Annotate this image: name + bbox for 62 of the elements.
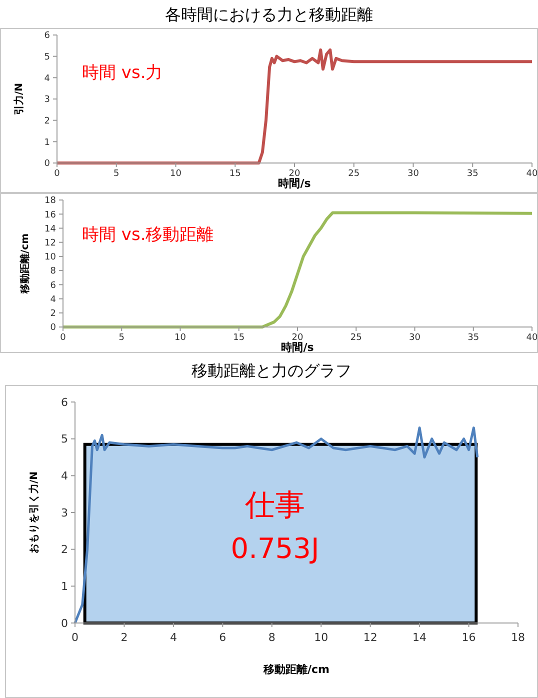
x-tick-label: 40 — [526, 333, 538, 343]
x-axis-title: 移動距離/cm — [262, 663, 330, 676]
y-tick-label: 6 — [50, 280, 56, 291]
x-tick-label: 10 — [174, 333, 186, 343]
y-tick-label: 2 — [50, 309, 56, 320]
y-axis-title: おもりを引く力/N — [28, 471, 40, 554]
y-tick-label: 0 — [50, 323, 56, 334]
y-tick-label: 8 — [50, 266, 56, 277]
annotation: 0.753J — [230, 532, 320, 565]
x-axis-title: 時間/s — [281, 341, 314, 354]
y-tick-label: 18 — [44, 196, 56, 206]
x-tick-label: 2 — [120, 631, 128, 644]
x-tick-label: 0 — [72, 631, 78, 644]
x-tick-label: 35 — [468, 333, 480, 343]
x-tick-label: 4 — [170, 631, 177, 644]
x-tick-label: 25 — [350, 333, 362, 343]
y-tick-label: 2 — [44, 116, 50, 126]
x-tick-label: 5 — [114, 169, 120, 179]
y-tick-label: 1 — [44, 138, 50, 148]
x-axis-title: 時間/s — [278, 177, 312, 190]
x-tick-label: 25 — [348, 169, 360, 179]
x-tick-label: 16 — [462, 631, 476, 644]
x-tick-label: 8 — [268, 631, 276, 644]
x-tick-label: 15 — [229, 169, 241, 179]
y-tick-label: 6 — [61, 396, 68, 409]
x-tick-label: 6 — [219, 631, 226, 644]
y-tick-label: 12 — [44, 238, 56, 248]
y-tick-label: 0 — [44, 159, 50, 170]
x-tick-label: 20 — [288, 169, 300, 179]
y-tick-label: 14 — [44, 224, 56, 234]
y-tick-label: 0 — [61, 616, 68, 630]
x-tick-label: 10 — [314, 631, 328, 644]
y-tick-label: 3 — [44, 95, 50, 106]
y-tick-label: 1 — [61, 580, 68, 594]
x-tick-label: 10 — [170, 169, 182, 179]
y-tick-label: 2 — [61, 543, 68, 556]
x-tick-label: 18 — [511, 631, 525, 644]
annotation: 時間 vs.力 — [82, 63, 163, 83]
annotation: 時間 vs.移動距離 — [82, 225, 214, 245]
y-tick-label: 4 — [61, 470, 68, 483]
x-tick-label: 14 — [412, 631, 427, 644]
x-tick-label: 15 — [233, 333, 245, 343]
y-tick-label: 16 — [44, 210, 56, 220]
x-tick-label: 30 — [409, 333, 421, 343]
y-tick-label: 6 — [44, 31, 50, 42]
x-tick-label: 20 — [292, 333, 304, 343]
x-tick-label: 5 — [118, 333, 124, 343]
y-tick-label: 5 — [44, 52, 50, 62]
x-tick-label: 35 — [466, 169, 478, 179]
chart-title: 移動距離と力のグラフ — [192, 361, 352, 380]
y-tick-label: 4 — [50, 294, 56, 305]
y-tick-label: 3 — [61, 506, 68, 520]
y-tick-label: 5 — [61, 432, 68, 446]
x-tick-label: 12 — [363, 631, 378, 644]
y-axis-title: 引力/N — [13, 82, 25, 116]
annotation: 仕事 — [244, 488, 305, 523]
x-tick-label: 30 — [408, 169, 420, 179]
x-tick-label: 40 — [526, 169, 538, 179]
y-axis-title: 移動距離/cm — [19, 234, 31, 294]
chart-title: 各時間における力と移動距離 — [165, 5, 373, 24]
y-tick-label: 4 — [44, 74, 50, 84]
y-tick-label: 10 — [44, 252, 56, 263]
